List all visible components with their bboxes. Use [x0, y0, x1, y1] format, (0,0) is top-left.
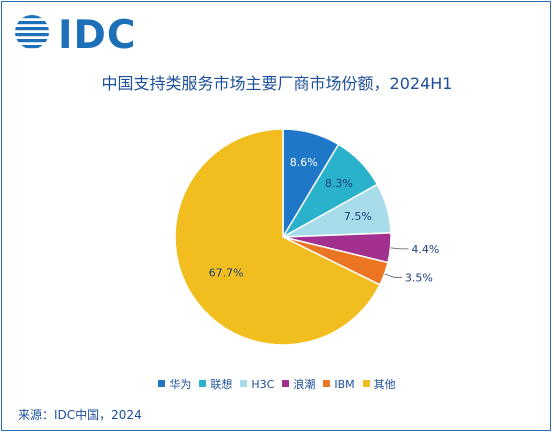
chart-legend: 华为 联想 H3C 浪潮 IBM 其他 [2, 376, 552, 392]
legend-item-3: H3C [240, 378, 274, 391]
legend-swatch [323, 380, 331, 387]
legend-label: 华为 [169, 378, 192, 391]
legend-item-2: 联想 [199, 376, 232, 392]
legend-swatch [240, 380, 248, 387]
legend-item-5: IBM [323, 378, 355, 391]
leader-line-4 [390, 247, 409, 250]
data-label-5: 3.5% [405, 271, 433, 284]
legend-label: 其他 [373, 378, 396, 391]
legend-item-1: 华为 [158, 376, 191, 392]
data-label-3: 7.5% [344, 210, 372, 223]
legend-item-4: 浪潮 [282, 376, 315, 392]
data-label-2: 8.3% [325, 177, 353, 190]
chart-title: 中国支持类服务市场主要厂商市场份额，2024H1 [101, 74, 453, 93]
logo-text: IDC [58, 13, 137, 58]
legend-label: IBM [334, 378, 355, 391]
legend-swatch [158, 380, 166, 387]
legend-swatch [199, 380, 207, 387]
pie-slice-6 [174, 128, 381, 346]
idc-logo: IDC [12, 12, 136, 58]
leader-line-5 [384, 273, 402, 278]
data-label-4: 4.4% [411, 243, 439, 256]
source-note: 来源：IDC中国，2024 [18, 408, 142, 422]
globe-icon [15, 15, 49, 49]
legend-label: 联想 [210, 378, 233, 391]
legend-label: 浪潮 [293, 378, 316, 391]
legend-label: H3C [251, 378, 275, 391]
legend-item-6: 其他 [362, 376, 396, 392]
data-label-6: 67.7% [209, 266, 244, 279]
legend-swatch [282, 380, 290, 387]
data-label-1: 8.6% [290, 156, 318, 169]
legend-swatch [362, 380, 370, 387]
